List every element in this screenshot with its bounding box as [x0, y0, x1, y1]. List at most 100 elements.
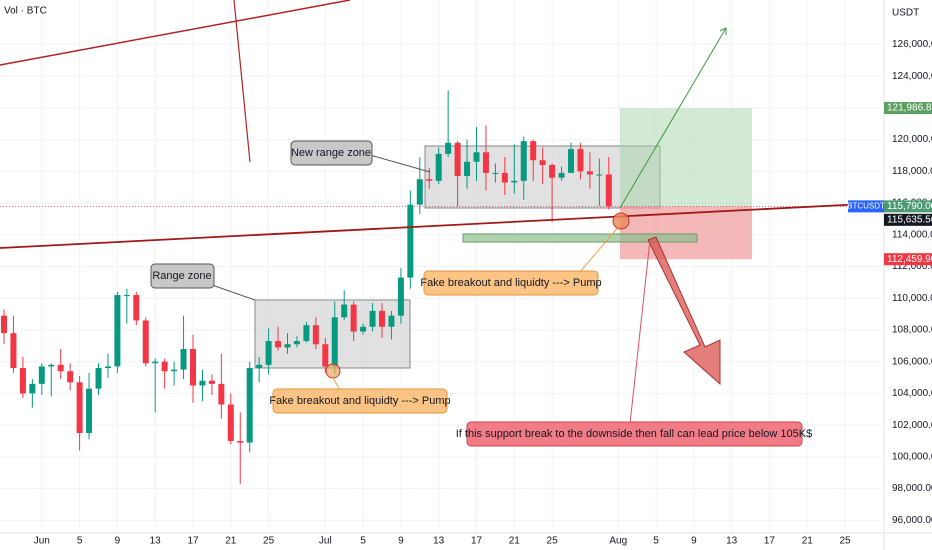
candle-body — [19, 368, 26, 394]
candle-body — [341, 304, 348, 318]
candle-body — [530, 141, 537, 161]
annotation-box — [150, 263, 215, 289]
candle-body — [95, 368, 102, 389]
candle-body — [38, 366, 45, 384]
y-tick-label: 102,000.00 — [892, 420, 932, 431]
x-tick-label: 17 — [187, 536, 199, 547]
candle-body — [190, 348, 196, 386]
candle-body — [114, 295, 121, 367]
y-tick-label: 110,000.00 — [892, 293, 932, 304]
x-tick-label: 9 — [115, 536, 121, 547]
candle-body — [322, 344, 329, 367]
candle-body — [568, 149, 574, 173]
candle-body — [256, 364, 263, 369]
x-tick-label: 21 — [802, 536, 814, 547]
y-tick-label: 96,000.00 — [892, 515, 932, 526]
candle-body — [67, 371, 74, 383]
price-label-box — [884, 200, 932, 213]
down-arrow — [647, 236, 721, 386]
candle-body — [605, 174, 612, 207]
candle-body — [48, 364, 55, 367]
candle-body — [123, 295, 130, 297]
annotation-box — [466, 421, 803, 447]
annotation-box — [423, 270, 599, 296]
stop-zone — [620, 206, 752, 260]
candle-body — [237, 440, 244, 443]
candle-body — [142, 320, 149, 364]
candle-body — [57, 364, 64, 372]
candle-body — [284, 344, 291, 348]
candles — [1, 90, 612, 484]
candle-body — [416, 179, 423, 205]
connector — [211, 284, 256, 301]
x-tick-label: 25 — [547, 536, 559, 547]
candle-body — [577, 149, 584, 172]
x-tick-label: 25 — [839, 536, 851, 547]
price-label: 121,986.88 — [887, 103, 932, 114]
target-arrow — [619, 27, 727, 209]
candle-body — [246, 368, 253, 443]
support-zone — [462, 233, 698, 243]
x-tick-label: 21 — [225, 536, 237, 547]
candle-body — [29, 383, 36, 394]
annotation-box — [290, 140, 373, 166]
x-tick-label: 17 — [471, 536, 483, 547]
candle-body — [265, 341, 272, 365]
x-tick-label: 5 — [77, 536, 83, 547]
y-tick-label: 108,000.00 — [892, 325, 932, 336]
x-tick-label: Jun — [34, 536, 50, 547]
trend-line — [233, 0, 251, 163]
candle-body — [473, 152, 480, 162]
symbol-label: BTCUSDT — [847, 201, 885, 210]
candle-body — [379, 310, 385, 327]
price-label: 112,459.90 — [887, 254, 932, 265]
y-tick-label: 106,000.00 — [892, 356, 932, 367]
x-tick-label: 13 — [726, 536, 738, 547]
price-label: 115,790.00 — [887, 201, 932, 212]
trend-line — [0, 0, 351, 66]
candle-body — [180, 348, 187, 370]
candle-body — [275, 341, 282, 348]
x-tick-label: Aug — [609, 536, 627, 547]
y-tick-label: 118,000.00 — [892, 166, 932, 177]
candle-body — [1, 315, 7, 334]
candle-body — [218, 383, 225, 405]
price-label-box — [884, 213, 932, 226]
candle-body — [397, 277, 404, 316]
annotation: Fake breakout and liquidty ---> Pump — [269, 395, 450, 407]
candle-body — [520, 141, 527, 181]
candle-body — [293, 341, 300, 345]
candle-body — [511, 180, 518, 183]
candle-body — [445, 142, 452, 154]
candle-body — [350, 304, 357, 332]
candle-body — [133, 295, 140, 321]
candle-body — [331, 317, 338, 367]
annotation: Range zone — [152, 270, 211, 282]
x-tick-label: 17 — [764, 536, 776, 547]
candle-body — [10, 333, 17, 369]
y-tick-label: 126,000.00 — [892, 39, 932, 50]
candle-body — [86, 388, 93, 434]
x-tick-label: 21 — [509, 536, 521, 547]
candle-body — [426, 179, 433, 181]
x-tick-label: 5 — [360, 536, 366, 547]
candle-body — [199, 380, 206, 386]
candle-body — [227, 404, 234, 441]
x-tick-label: 13 — [150, 536, 162, 547]
x-tick-label: Jul — [319, 536, 332, 547]
candle-body — [464, 161, 471, 177]
candle-body — [435, 153, 442, 181]
support-line — [0, 202, 885, 249]
annotation: New range zone — [291, 147, 371, 159]
candle-body — [161, 361, 168, 372]
marker-circle — [612, 212, 630, 230]
candle-body — [76, 382, 83, 434]
candle-body — [549, 164, 556, 178]
candle-body — [171, 369, 178, 372]
candle-body — [501, 172, 508, 183]
currency-label: USDT — [892, 8, 919, 19]
y-tick-label: 100,000.00 — [892, 451, 932, 462]
candle-body — [360, 326, 367, 332]
y-tick-label: 104,000.00 — [892, 388, 932, 399]
